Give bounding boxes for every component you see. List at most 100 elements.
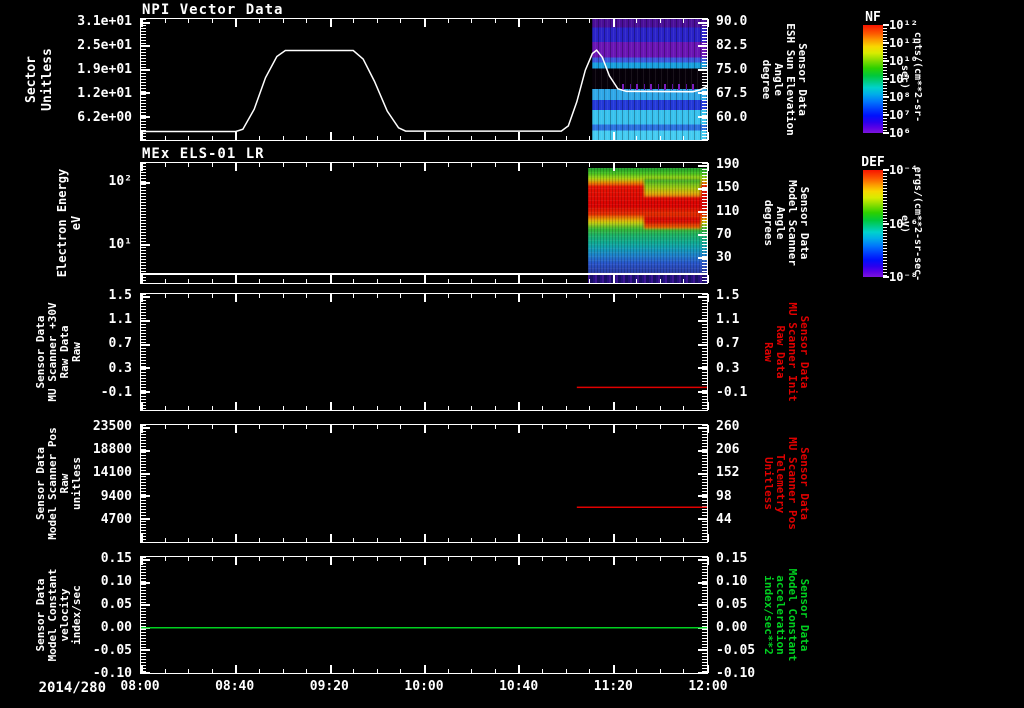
x-tick bbox=[589, 538, 591, 542]
y-major-tick bbox=[698, 449, 707, 452]
y-tick-label-left: 18800 bbox=[92, 442, 132, 458]
x-tick bbox=[612, 275, 615, 283]
y-major-tick bbox=[141, 518, 150, 521]
x-tick bbox=[329, 425, 332, 433]
x-tick bbox=[541, 163, 543, 167]
y-tick-label-left: 14100 bbox=[92, 465, 132, 481]
x-tick bbox=[447, 136, 449, 140]
panel-model-constant bbox=[140, 556, 709, 674]
y-tick-label-left: 1.5 bbox=[108, 288, 132, 304]
y-major-tick bbox=[141, 181, 150, 184]
panel-npi-vector-data bbox=[140, 18, 709, 141]
y-tick-label-right: 1.1 bbox=[716, 312, 740, 328]
y-tick-label-right: 90.0 bbox=[716, 13, 748, 29]
x-tick bbox=[541, 136, 543, 140]
x-tick bbox=[282, 425, 284, 429]
x-tick bbox=[376, 163, 378, 167]
x-tick bbox=[353, 136, 355, 140]
x-tick bbox=[518, 275, 521, 283]
y-major-tick bbox=[141, 21, 150, 24]
x-tick bbox=[258, 406, 260, 410]
x-tick bbox=[306, 279, 308, 283]
x-tick bbox=[353, 425, 355, 429]
x-tick bbox=[400, 538, 402, 542]
x-tick bbox=[565, 136, 567, 140]
x-tick bbox=[258, 136, 260, 140]
y-major-tick bbox=[698, 116, 707, 118]
data-series-layer bbox=[141, 425, 707, 542]
x-tick bbox=[235, 132, 238, 140]
x-tick bbox=[400, 425, 402, 429]
y-major-tick bbox=[698, 559, 707, 562]
x-tick bbox=[282, 136, 284, 140]
colorbar-tick-label: 10¹⁰ bbox=[889, 53, 918, 68]
els-spectrogram-bottom-strip bbox=[588, 274, 707, 284]
x-tick bbox=[282, 557, 284, 561]
y-major-tick bbox=[698, 21, 707, 24]
y-tick-label-right: 1.5 bbox=[716, 288, 740, 304]
x-tick bbox=[141, 402, 143, 410]
x-tick bbox=[707, 557, 709, 565]
y-major-tick bbox=[141, 92, 150, 95]
y-tick-label-left: 0.15 bbox=[100, 551, 132, 567]
y-major-tick bbox=[141, 45, 150, 48]
x-tick bbox=[211, 279, 213, 283]
panel-mu-scanner-30v bbox=[140, 293, 709, 411]
x-tick bbox=[707, 294, 709, 302]
colorbar-tick-label: 10⁷ bbox=[889, 107, 911, 122]
x-tick bbox=[306, 19, 308, 23]
x-tick bbox=[211, 136, 213, 140]
x-tick bbox=[683, 279, 685, 283]
x-tick bbox=[211, 669, 213, 673]
y-tick-label-left: 10¹ bbox=[108, 236, 132, 252]
x-tick bbox=[659, 279, 661, 283]
x-tick bbox=[494, 279, 496, 283]
x-tick bbox=[612, 425, 615, 433]
x-tick bbox=[282, 538, 284, 542]
x-tick bbox=[541, 19, 543, 23]
x-tick bbox=[683, 294, 685, 298]
x-tick bbox=[164, 406, 166, 410]
x-tick bbox=[589, 136, 591, 140]
x-tick bbox=[589, 163, 591, 167]
y-major-tick bbox=[698, 604, 707, 607]
x-tick bbox=[424, 132, 426, 140]
y-major-tick bbox=[698, 45, 707, 48]
x-tick bbox=[188, 19, 190, 23]
panel2-title: MEx ELS-01 LR bbox=[142, 146, 265, 162]
x-tick bbox=[494, 669, 496, 673]
colorbar-tick-label: 10¹¹ bbox=[889, 36, 918, 51]
x-tick bbox=[376, 557, 378, 561]
x-tick bbox=[188, 669, 190, 673]
x-tick bbox=[329, 534, 332, 542]
y-tick-label-right: 60.0 bbox=[716, 109, 748, 125]
y-major-tick bbox=[698, 343, 707, 346]
x-tick bbox=[235, 19, 238, 27]
data-series-layer bbox=[141, 19, 707, 140]
x-tick bbox=[188, 557, 190, 561]
colorbar-nf-title: NF bbox=[865, 10, 881, 25]
x-tick bbox=[188, 163, 190, 167]
x-tick bbox=[235, 163, 238, 171]
npi-spectrogram-speckles bbox=[622, 84, 699, 90]
x-tick bbox=[541, 406, 543, 410]
x-tick bbox=[565, 279, 567, 283]
y-major-tick bbox=[698, 495, 707, 498]
x-tick bbox=[188, 538, 190, 542]
y-tick-label-right: 260 bbox=[716, 418, 740, 434]
y-tick-label-left: 0.7 bbox=[108, 336, 132, 352]
x-tick bbox=[636, 557, 638, 561]
x-tick bbox=[589, 669, 591, 673]
y-tick-label-right: 152 bbox=[716, 465, 740, 481]
colorbar-major-tick bbox=[883, 42, 889, 45]
y-major-tick bbox=[141, 116, 150, 118]
x-tick bbox=[424, 402, 426, 410]
x-tick bbox=[353, 538, 355, 542]
x-tick bbox=[612, 19, 615, 27]
x-tick bbox=[353, 669, 355, 673]
x-tick-label: 08:00 bbox=[120, 679, 160, 694]
x-tick bbox=[494, 294, 496, 298]
x-tick bbox=[141, 294, 143, 302]
y-tick-label-left: 1.9e+01 bbox=[77, 61, 132, 77]
x-tick bbox=[447, 538, 449, 542]
